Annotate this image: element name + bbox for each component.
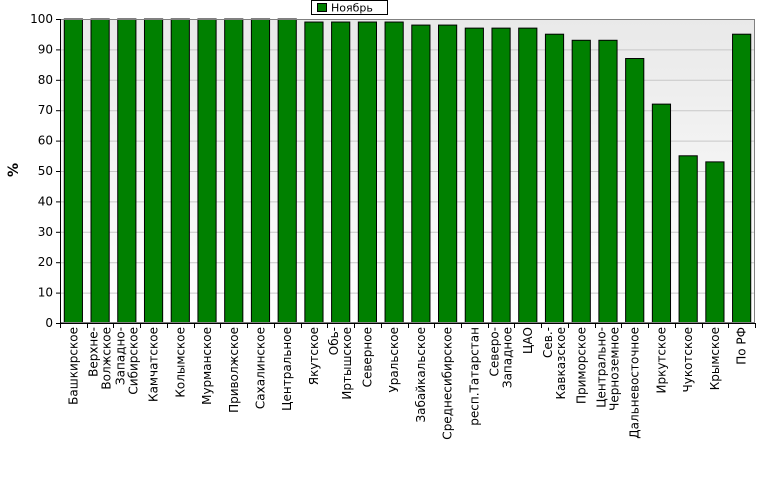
legend-box	[311, 0, 388, 15]
bar	[705, 161, 725, 324]
bar	[678, 155, 698, 324]
y-tick-label: 80	[38, 73, 53, 87]
x-tick-label: Приволжское	[227, 327, 241, 413]
bar	[250, 18, 271, 324]
x-tick-label: Северное	[360, 327, 374, 387]
y-tick-label: 70	[38, 103, 53, 117]
x-tick-label: Среднесибирское	[441, 327, 455, 440]
bar	[90, 18, 110, 324]
bar	[357, 21, 378, 324]
x-tick-label: Обь-Иртышское	[327, 327, 354, 400]
x-tick-label: Якутское	[307, 327, 321, 385]
legend: Ноябрь	[311, 0, 388, 15]
x-tick-label: Приморское	[574, 327, 588, 404]
y-tick-label: 0	[45, 316, 53, 330]
x-tick-label: Иркутское	[654, 327, 668, 394]
x-tick-label: Центральное	[280, 327, 294, 411]
x-tick-label: Верхне-Волжское	[87, 327, 114, 390]
x-tick-label: Уральское	[387, 327, 401, 393]
y-tick-label: 100	[30, 12, 53, 26]
legend-label: Ноябрь	[331, 2, 373, 15]
x-tick-label: респ.Татарстан	[467, 327, 481, 426]
bar	[544, 33, 565, 324]
bar	[63, 18, 83, 324]
x-tick-label: Мурманское	[200, 327, 214, 405]
bar	[331, 21, 351, 324]
y-axis-title: %	[6, 163, 22, 177]
x-tick-label: Сахалинское	[254, 327, 268, 409]
bar	[438, 24, 458, 324]
x-tick-label: ЦАО	[521, 327, 535, 354]
bar	[197, 18, 217, 324]
bar	[143, 18, 164, 324]
y-tick-label: 40	[38, 194, 53, 208]
y-tick-label: 30	[38, 225, 53, 239]
x-tick-label: Центрально-Черноземное	[595, 327, 622, 411]
x-tick-label: Дальневосточное	[628, 327, 642, 439]
x-tick-label: Сев.-Кавказское	[541, 327, 568, 400]
bar	[571, 39, 591, 324]
legend-swatch	[317, 3, 327, 12]
y-tick-label: 10	[38, 286, 53, 300]
y-tick-label: 20	[38, 255, 53, 269]
bar	[625, 58, 645, 324]
bar	[277, 18, 297, 324]
x-tick-label: Крымское	[708, 327, 722, 390]
bar	[304, 21, 324, 324]
bar	[732, 33, 752, 324]
x-tick-label: По РФ	[735, 327, 749, 365]
x-tick-label: Западно-Сибирское	[113, 327, 140, 395]
x-tick-label: Северо-Западное	[488, 327, 515, 388]
bar	[464, 27, 484, 324]
bar	[518, 27, 538, 324]
x-tick-label: Камчатское	[147, 327, 161, 402]
bar	[384, 21, 404, 324]
x-tick-label: Забайкальское	[414, 327, 428, 423]
bar	[117, 18, 137, 324]
x-tick-label: Колымское	[173, 327, 187, 398]
y-tick-label: 90	[38, 42, 53, 56]
bar	[491, 27, 511, 324]
bar	[598, 39, 618, 324]
bar	[411, 24, 431, 324]
x-tick-label: Башкирское	[66, 327, 80, 405]
y-tick-label: 60	[38, 134, 53, 148]
bar	[224, 18, 244, 324]
y-tick-label: 50	[38, 164, 53, 178]
x-tick-label: Чукотское	[681, 327, 695, 392]
bar	[651, 103, 672, 324]
bar	[170, 18, 190, 324]
